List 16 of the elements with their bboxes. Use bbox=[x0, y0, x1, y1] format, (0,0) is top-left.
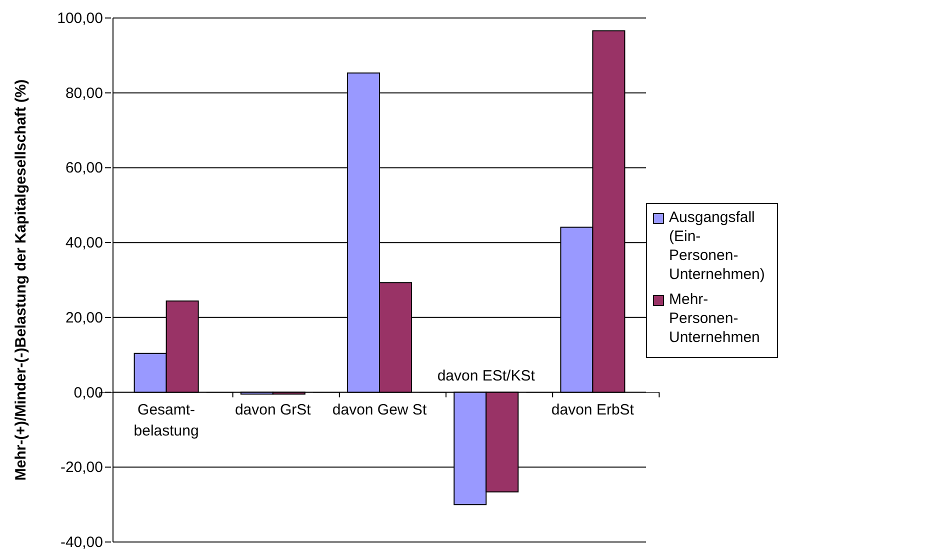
legend-label: Mehr-Personen-Unternehmen bbox=[669, 290, 760, 346]
y-tick-label: 40,00 bbox=[65, 234, 103, 252]
y-tick-label: 60,00 bbox=[65, 160, 103, 177]
x-tick-label: davon Gew St bbox=[332, 401, 428, 418]
x-tick-label: davon ESt/KSt bbox=[437, 367, 536, 384]
y-tick-label: -20,00 bbox=[60, 459, 103, 476]
x-tick-label: davon GrSt bbox=[234, 401, 312, 418]
y-tick-label: 100,00 bbox=[57, 10, 103, 27]
y-tick-label: -40,00 bbox=[60, 534, 103, 551]
y-tick-label: 80,00 bbox=[65, 84, 103, 102]
y-axis-title: Mehr-(+)/Minder-(-)Belastung der Kapitalgesellschaft (%) bbox=[12, 79, 30, 481]
x-tick-label: Gesamt-belastung bbox=[134, 401, 199, 440]
x-tick-label: davon ErbSt bbox=[551, 401, 635, 418]
y-tick-label: 20,00 bbox=[65, 309, 103, 326]
legend-label: Ausgangsfall (Ein-Personen-Unternehmen) bbox=[669, 208, 765, 284]
y-tick-label: 0,00 bbox=[74, 384, 103, 402]
